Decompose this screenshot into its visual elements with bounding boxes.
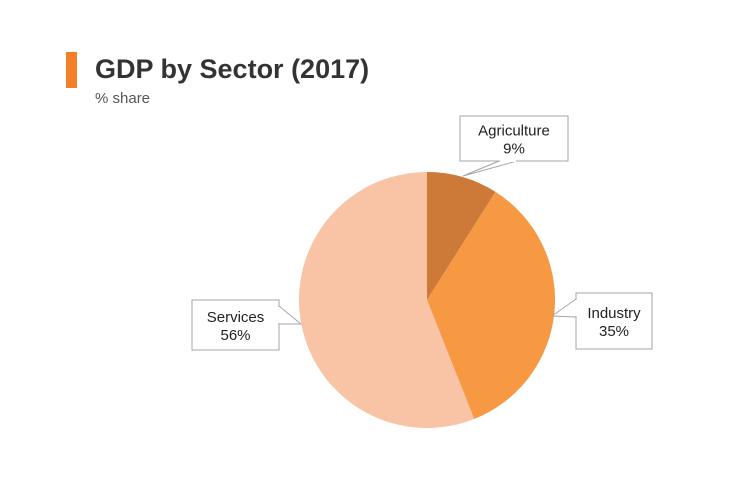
slice-value-label: 35% [599, 323, 629, 340]
callout-pointer [462, 160, 518, 177]
slice-name-label: Agriculture [478, 123, 550, 140]
title-accent-bar [66, 52, 77, 88]
chart-subtitle: % share [95, 90, 151, 107]
callout-pointer [278, 304, 303, 325]
callout-box [191, 299, 280, 351]
slice-value-label: 56% [220, 327, 250, 344]
pie-slice-industry [427, 191, 555, 420]
callout-pointer [550, 298, 577, 318]
slice-name-label: Industry [587, 305, 641, 322]
callout-box [459, 115, 569, 162]
slice-value-label: 9% [503, 141, 525, 158]
callout-box [575, 292, 653, 350]
chart-title: GDP by Sector (2017) [95, 54, 370, 84]
pie-slice-services [299, 172, 475, 428]
slice-name-label: Services [207, 309, 265, 326]
pie-slice-agriculture [427, 172, 496, 300]
